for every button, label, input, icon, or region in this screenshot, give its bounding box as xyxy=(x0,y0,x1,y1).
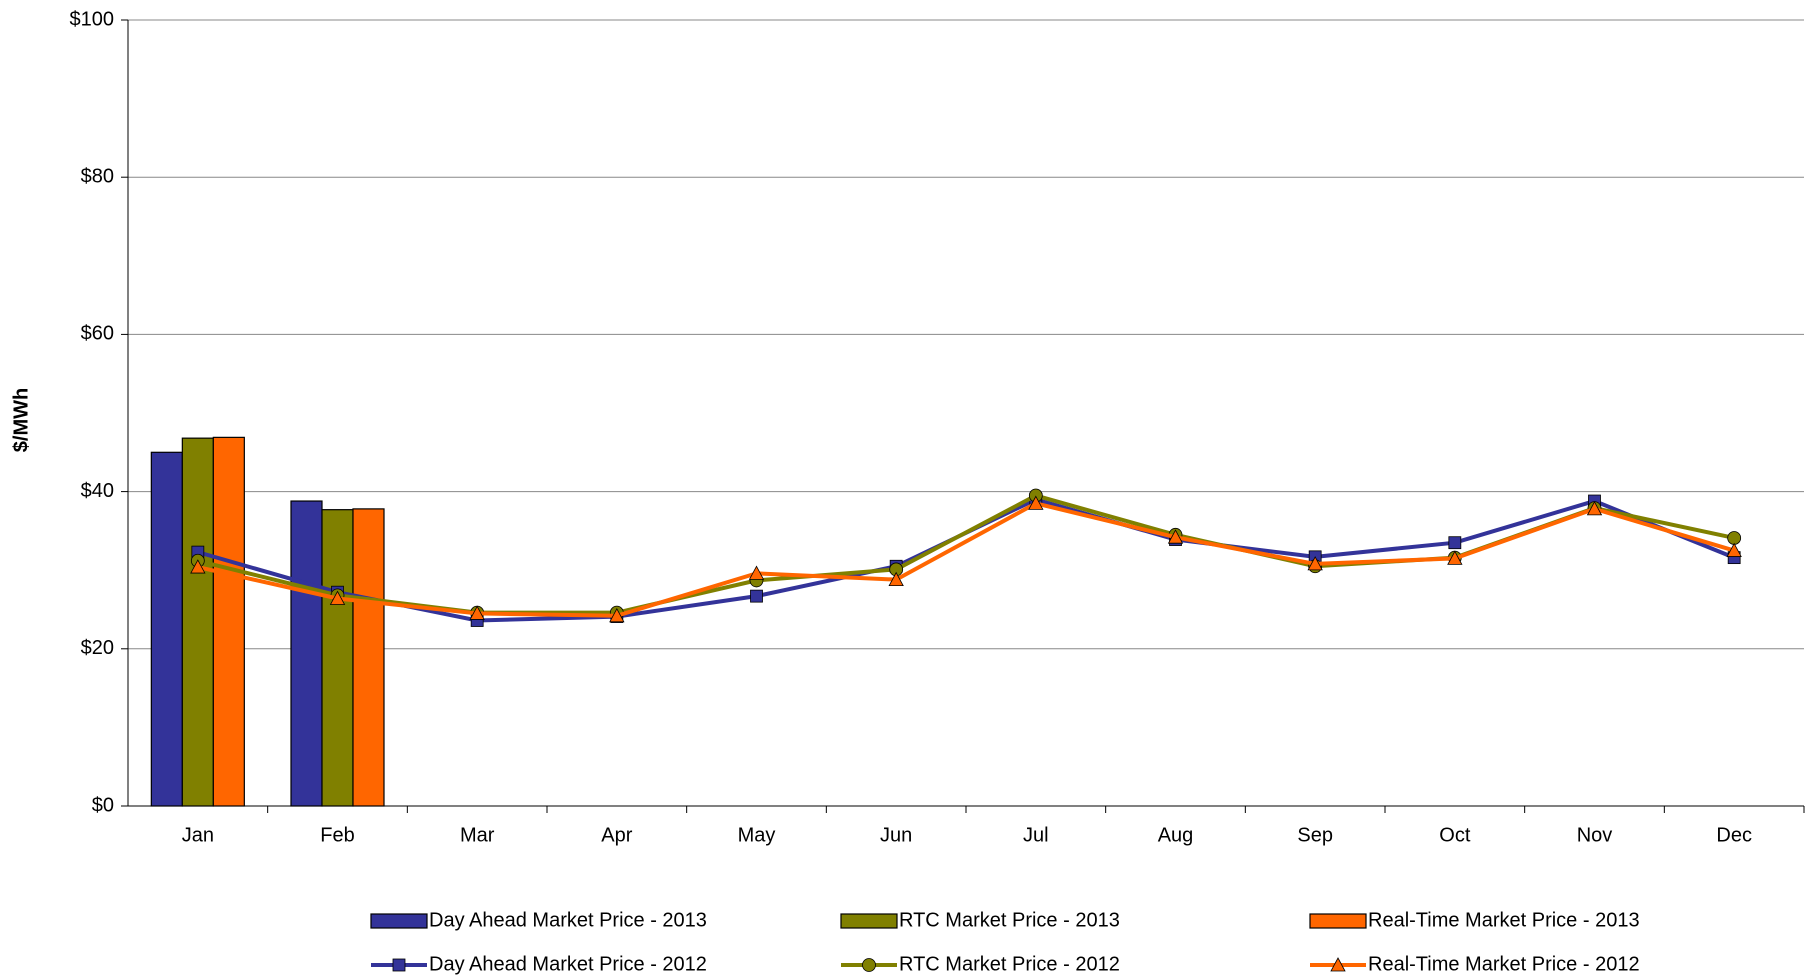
x-tick-label: Mar xyxy=(460,824,495,846)
marker xyxy=(1307,556,1323,571)
line xyxy=(197,501,1735,618)
legend-item: RTC Market Price - 2012 xyxy=(841,953,1120,975)
x-tick-label: Sep xyxy=(1297,824,1333,846)
marker xyxy=(609,607,625,623)
legend-swatch xyxy=(1309,913,1367,929)
line xyxy=(197,493,1735,615)
legend-item: Day Ahead Market Price - 2012 xyxy=(371,953,707,975)
legend-swatch xyxy=(370,913,428,929)
marker xyxy=(748,565,765,580)
bar xyxy=(212,436,245,807)
legend-label: Day Ahead Market Price - 2012 xyxy=(429,953,707,975)
marker xyxy=(888,571,904,587)
legend-item: Real-Time Market Price - 2013 xyxy=(1309,909,1640,931)
marker xyxy=(1727,531,1742,545)
y-tick-label: $100 xyxy=(70,8,115,30)
marker xyxy=(1586,501,1603,516)
x-tick-label: Jul xyxy=(1023,824,1049,846)
x-tick-label: Aug xyxy=(1158,824,1194,846)
y-tick-label: $0 xyxy=(92,794,114,816)
x-tick-label: May xyxy=(738,824,776,846)
marker xyxy=(1447,550,1463,565)
y-tick-label: $80 xyxy=(81,165,114,187)
legend-label: Real-Time Market Price - 2012 xyxy=(1368,953,1640,975)
x-tick-label: Jun xyxy=(880,824,912,846)
marker xyxy=(862,958,876,972)
x-tick-label: Apr xyxy=(601,824,632,846)
legend-label: RTC Market Price - 2013 xyxy=(899,909,1120,931)
marker xyxy=(750,589,763,603)
legend-label: Day Ahead Market Price - 2013 xyxy=(429,909,707,931)
marker xyxy=(190,559,206,574)
marker xyxy=(1448,536,1462,550)
x-tick-label: Feb xyxy=(320,824,354,846)
legend-label: Real-Time Market Price - 2013 xyxy=(1368,909,1640,931)
y-axis-label: $/MWh xyxy=(10,388,32,452)
line xyxy=(197,497,1735,623)
y-tick-label: $40 xyxy=(81,480,114,502)
marker xyxy=(1167,529,1184,544)
marker xyxy=(329,590,346,605)
x-tick-label: Oct xyxy=(1439,824,1471,846)
marker xyxy=(1028,495,1044,510)
legend-swatch xyxy=(840,913,898,929)
legend-item: Day Ahead Market Price - 2013 xyxy=(370,909,707,931)
bar xyxy=(181,437,214,807)
marker xyxy=(392,958,406,972)
y-tick-label: $20 xyxy=(81,637,114,659)
x-tick-label: Nov xyxy=(1577,824,1613,846)
legend-item: RTC Market Price - 2013 xyxy=(840,909,1120,931)
x-tick-label: Dec xyxy=(1716,824,1752,846)
y-tick-label: $60 xyxy=(81,323,114,345)
marker xyxy=(1330,957,1346,972)
x-tick-label: Jan xyxy=(182,824,214,846)
marker xyxy=(1726,542,1742,557)
bar xyxy=(352,508,385,807)
legend-label: RTC Market Price - 2012 xyxy=(899,953,1120,975)
legend-item: Real-Time Market Price - 2012 xyxy=(1310,953,1640,975)
bar xyxy=(150,451,183,807)
marker xyxy=(469,605,485,620)
bar xyxy=(321,509,354,807)
bar xyxy=(290,500,323,807)
